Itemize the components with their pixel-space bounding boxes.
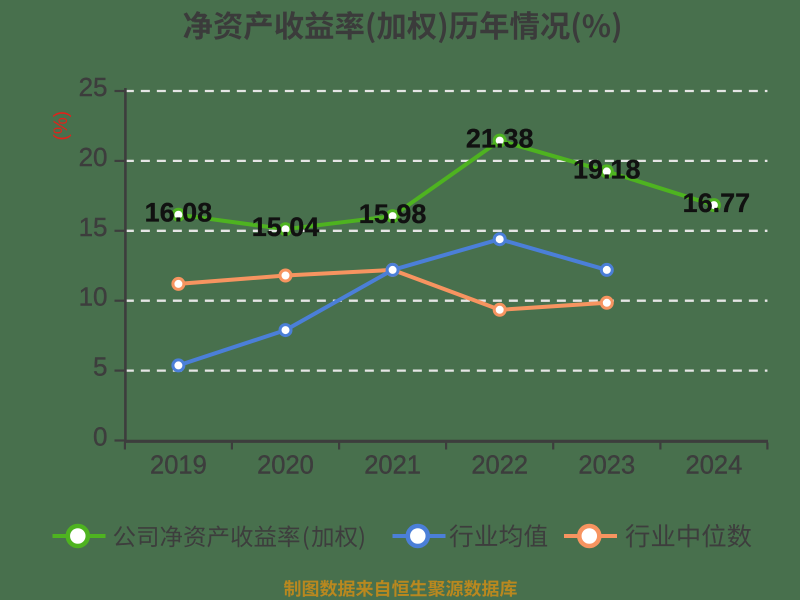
svg-text:2021: 2021 [364, 452, 421, 480]
svg-text:15: 15 [79, 212, 108, 242]
svg-text:19.18: 19.18 [573, 154, 641, 184]
svg-text:25: 25 [79, 72, 108, 102]
svg-text:16.08: 16.08 [145, 198, 213, 228]
svg-text:16.77: 16.77 [683, 188, 751, 218]
svg-text:15.98: 15.98 [359, 199, 427, 229]
svg-text:0: 0 [93, 422, 107, 452]
svg-text:10: 10 [79, 282, 108, 312]
svg-text:(%): (%) [51, 111, 72, 141]
svg-text:20: 20 [79, 142, 108, 172]
svg-text:5: 5 [93, 352, 107, 382]
svg-text:2022: 2022 [471, 452, 528, 480]
svg-text:2024: 2024 [686, 452, 743, 480]
svg-text:21.38: 21.38 [466, 124, 534, 154]
svg-text:2023: 2023 [578, 452, 635, 480]
svg-text:2019: 2019 [150, 452, 207, 480]
svg-text:2020: 2020 [257, 452, 314, 480]
svg-text:15.04: 15.04 [252, 212, 320, 242]
